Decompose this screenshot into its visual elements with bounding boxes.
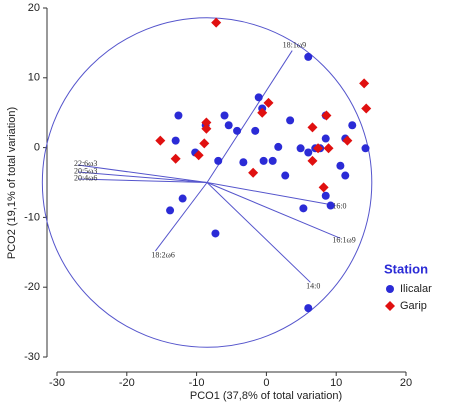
point — [166, 206, 175, 215]
point — [296, 144, 305, 153]
point — [299, 204, 308, 213]
point — [233, 126, 242, 135]
vector — [206, 182, 341, 239]
vector — [77, 178, 208, 183]
legend-title: Station — [384, 261, 428, 276]
point — [304, 148, 313, 157]
point — [257, 107, 268, 118]
point — [318, 182, 329, 193]
x-axis-label: PCO1 (37,8% of total variation) — [190, 390, 342, 402]
y-tick-label: -20 — [24, 281, 40, 293]
point — [211, 229, 220, 238]
point — [321, 134, 330, 143]
point — [174, 111, 183, 120]
point — [341, 171, 350, 180]
point — [239, 158, 248, 167]
point — [326, 201, 335, 210]
correlation-circle — [41, 17, 373, 348]
vector-label: 16:1ω9 — [332, 235, 356, 244]
vector-label: 18:2ω6 — [151, 251, 175, 260]
y-tick-label: -10 — [24, 211, 40, 223]
vector — [155, 182, 208, 252]
point — [171, 136, 180, 145]
legend-label: Garip — [400, 300, 427, 312]
point — [321, 191, 330, 200]
point — [268, 156, 277, 165]
y-tick-label: 10 — [28, 72, 40, 84]
point — [342, 135, 353, 146]
vector — [206, 182, 336, 207]
vector-label: 20:5ω3 — [74, 166, 98, 175]
point — [211, 17, 222, 28]
point — [178, 194, 187, 203]
y-tick-label: 20 — [28, 2, 40, 14]
point — [220, 111, 229, 120]
point — [263, 97, 274, 108]
point — [214, 156, 223, 165]
point — [307, 122, 318, 133]
point — [323, 143, 334, 154]
vector — [77, 164, 208, 183]
point — [155, 135, 166, 146]
point — [248, 167, 259, 178]
y-axis-label: PCO2 (19,1% of total variation) — [6, 107, 18, 259]
y-tick-label: -30 — [24, 351, 40, 363]
point — [359, 78, 370, 89]
point — [281, 171, 290, 180]
point — [254, 93, 263, 102]
x-tick-label: -10 — [189, 377, 205, 389]
x-tick-label: 10 — [330, 377, 342, 389]
point — [313, 143, 324, 154]
vector-label: 20:4ω6 — [74, 174, 98, 183]
x-tick-label: 0 — [263, 377, 269, 389]
point — [251, 126, 260, 135]
point — [224, 121, 233, 130]
point — [274, 142, 283, 151]
vector — [77, 171, 208, 183]
x-tick-label: -30 — [49, 377, 65, 389]
point — [348, 121, 357, 130]
point — [201, 123, 212, 134]
vector-label: 14:0 — [306, 281, 320, 290]
point — [304, 304, 313, 313]
point — [304, 52, 313, 61]
y-tick-label: 0 — [34, 142, 40, 154]
point — [199, 138, 210, 149]
vector-label: 18:1ω9 — [283, 40, 307, 49]
vector-label: 16:0 — [332, 201, 346, 210]
x-tick-label: -20 — [119, 377, 135, 389]
legend-marker — [386, 285, 394, 293]
point — [321, 110, 332, 121]
legend-marker — [385, 301, 395, 311]
point — [170, 153, 181, 164]
point — [361, 103, 372, 114]
point — [361, 144, 370, 153]
x-tick-label: 20 — [400, 377, 412, 389]
point — [336, 161, 345, 170]
vector — [206, 182, 311, 283]
point — [193, 150, 204, 161]
vector-label: 22:6ω3 — [74, 159, 98, 168]
point — [307, 155, 318, 166]
legend-label: Ilicalar — [400, 283, 432, 295]
point — [259, 156, 268, 165]
point — [286, 116, 295, 125]
point — [201, 117, 212, 128]
